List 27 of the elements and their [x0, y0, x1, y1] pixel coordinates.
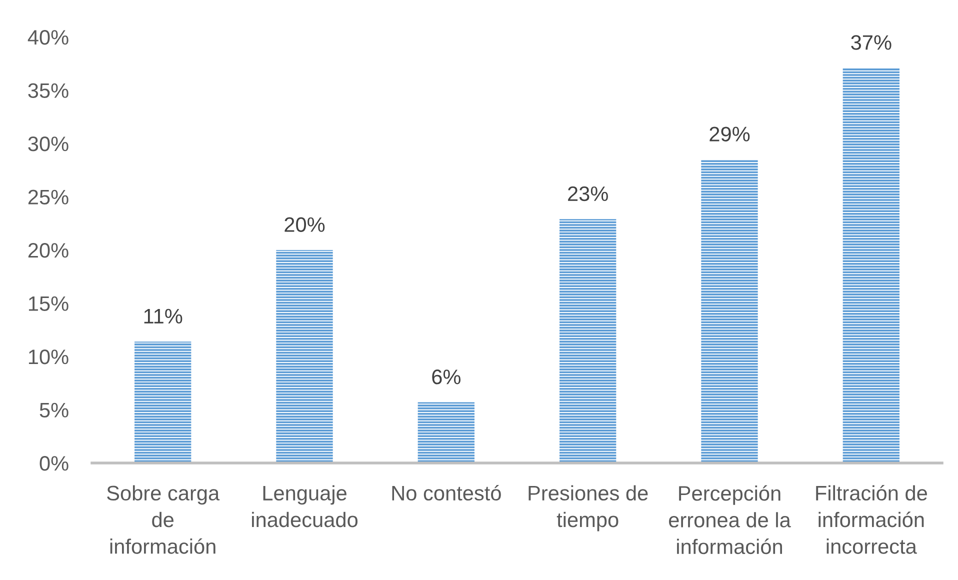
data-label: 29% — [710, 126, 750, 142]
bar — [418, 402, 474, 463]
y-tick-label: 40% — [28, 30, 68, 45]
bar — [276, 250, 333, 463]
data-label: 11% — [144, 308, 182, 324]
x-tick-label: Percepción erronea de la información — [669, 485, 791, 554]
y-tick-label: 25% — [28, 190, 68, 205]
x-tick-label: Presiones de tiempo — [528, 485, 648, 532]
x-tick-label: Lenguaje inadecuado — [252, 485, 358, 528]
y-tick-label: 20% — [28, 243, 68, 258]
x-tick-label: Sobre carga de información — [107, 485, 220, 554]
bar — [842, 68, 900, 463]
y-tick-label: 30% — [28, 136, 68, 152]
y-tick-label: 15% — [28, 296, 68, 312]
data-label: 20% — [284, 217, 325, 232]
bar — [134, 342, 192, 463]
y-tick-label: 10% — [28, 350, 68, 364]
data-label: 6% — [432, 370, 460, 384]
y-tick-label: 35% — [28, 83, 68, 98]
bar — [560, 219, 616, 463]
data-label: 37% — [851, 35, 892, 50]
x-tick-label: Filtración de información incorrecta — [816, 484, 927, 554]
x-tick-label: No contestó — [392, 484, 501, 501]
y-tick-label: 5% — [40, 402, 68, 418]
data-label: 23% — [568, 186, 608, 202]
bar — [701, 159, 758, 463]
y-tick-label: 0% — [40, 456, 68, 471]
